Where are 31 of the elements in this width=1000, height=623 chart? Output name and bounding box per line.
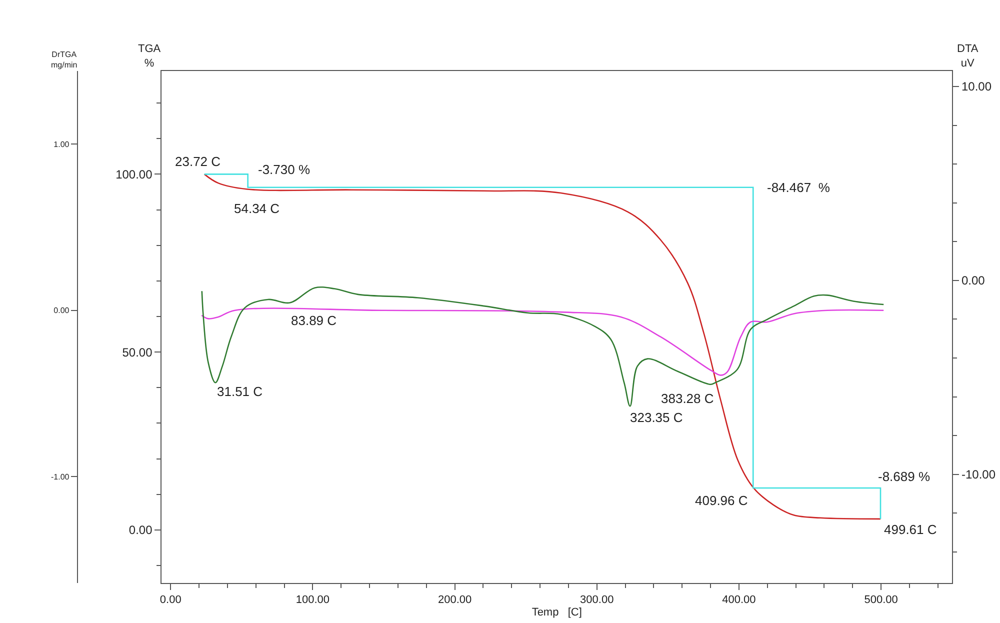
annotation: 83.89 C — [291, 313, 337, 328]
annotation: 323.35 C — [630, 410, 683, 425]
y-axis-title: TGA % — [138, 43, 162, 70]
x-tick-label: 500.00 — [864, 594, 898, 606]
annotation: 409.96 C — [695, 493, 748, 508]
annotation: -8.689 % — [878, 469, 930, 484]
y3-tick-label: -10.00 — [961, 468, 996, 482]
x-tick-label: 300.00 — [580, 594, 614, 606]
x-tick-label: 400.00 — [722, 594, 756, 606]
y2-axis-title: DrTGA mg/min — [51, 50, 78, 70]
y3-axis-title: DTA uV — [957, 43, 979, 70]
y-tick-label: 50.00 — [122, 345, 153, 360]
annotation: 499.61 C — [884, 522, 937, 537]
annotation: -3.730 % — [258, 162, 310, 177]
y2-tick-label: 1.00 — [54, 140, 70, 149]
y3-tick-label: 0.00 — [961, 274, 986, 288]
y-tick-label: 0.00 — [128, 523, 153, 538]
x-axis-title: Temp [C] — [532, 606, 582, 618]
annotation: 383.28 C — [661, 391, 714, 406]
y3-tick-label: 10.00 — [961, 80, 992, 94]
annotation: 31.51 C — [217, 384, 263, 399]
y2-tick-label: -1.00 — [51, 472, 70, 482]
y2-tick-label: 0.00 — [54, 306, 70, 316]
annotation: -84.467 % — [767, 180, 830, 195]
line-series — [201, 286, 884, 407]
y-tick-label: 100.00 — [116, 167, 153, 182]
annotation: 23.72 C — [175, 154, 221, 169]
annotation: 54.34 C — [234, 201, 280, 216]
x-tick-label: 100.00 — [296, 594, 330, 606]
x-tick-label: 200.00 — [438, 594, 472, 606]
x-tick-label: 0.00 — [160, 594, 182, 606]
